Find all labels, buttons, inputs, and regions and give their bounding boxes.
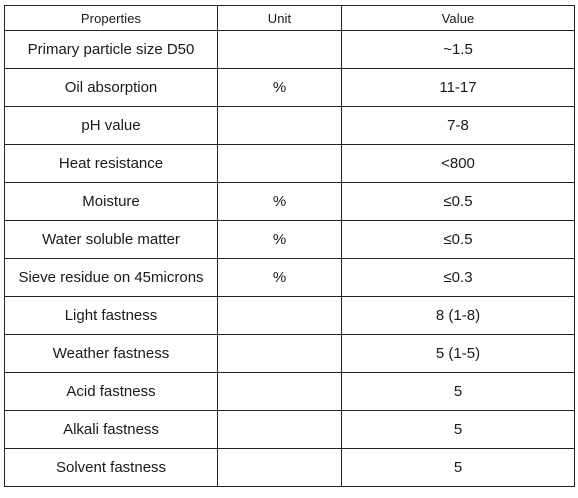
- value-cell: ≤0.5: [341, 220, 575, 259]
- table-row: Weather fastness 5 (1-5): [4, 334, 575, 373]
- unit-cell: %: [217, 220, 342, 259]
- unit-cell: [217, 106, 342, 145]
- unit-cell: [217, 410, 342, 449]
- property-cell: Weather fastness: [4, 334, 218, 373]
- value-cell: 5: [341, 448, 575, 487]
- value-cell: 7-8: [341, 106, 575, 145]
- unit-cell: [217, 30, 342, 69]
- header-value: Value: [341, 5, 575, 31]
- header-properties: Properties: [4, 5, 218, 31]
- property-cell: Acid fastness: [4, 372, 218, 411]
- value-cell: 11-17: [341, 68, 575, 107]
- value-cell: 5 (1-5): [341, 334, 575, 373]
- table-row: Heat resistance <800: [4, 144, 575, 183]
- table-header-row: Properties Unit Value: [4, 5, 575, 31]
- value-cell: 5: [341, 372, 575, 411]
- value-cell: ≤0.5: [341, 182, 575, 221]
- property-cell: Sieve residue on 45microns: [4, 258, 218, 297]
- table-row: Light fastness 8 (1-8): [4, 296, 575, 335]
- property-cell: Primary particle size D50: [4, 30, 218, 69]
- header-unit: Unit: [217, 5, 342, 31]
- unit-cell: [217, 334, 342, 373]
- properties-table: Properties Unit Value Primary particle s…: [4, 5, 575, 487]
- property-cell: Light fastness: [4, 296, 218, 335]
- property-cell: Solvent fastness: [4, 448, 218, 487]
- property-cell: Oil absorption: [4, 68, 218, 107]
- table-row: Oil absorption % 11-17: [4, 68, 575, 107]
- property-cell: pH value: [4, 106, 218, 145]
- table-row: Primary particle size D50 ~1.5: [4, 30, 575, 69]
- property-cell: Heat resistance: [4, 144, 218, 183]
- unit-cell: [217, 296, 342, 335]
- table-row: Acid fastness 5: [4, 372, 575, 411]
- value-cell: 5: [341, 410, 575, 449]
- table-row: Solvent fastness 5: [4, 448, 575, 487]
- value-cell: ~1.5: [341, 30, 575, 69]
- table-row: Alkali fastness 5: [4, 410, 575, 449]
- table-row: pH value 7-8: [4, 106, 575, 145]
- value-cell: <800: [341, 144, 575, 183]
- property-cell: Alkali fastness: [4, 410, 218, 449]
- unit-cell: %: [217, 68, 342, 107]
- table-row: Water soluble matter % ≤0.5: [4, 220, 575, 259]
- unit-cell: [217, 372, 342, 411]
- property-cell: Water soluble matter: [4, 220, 218, 259]
- property-cell: Moisture: [4, 182, 218, 221]
- unit-cell: %: [217, 258, 342, 297]
- unit-cell: %: [217, 182, 342, 221]
- table-row: Moisture % ≤0.5: [4, 182, 575, 221]
- table-row: Sieve residue on 45microns % ≤0.3: [4, 258, 575, 297]
- value-cell: ≤0.3: [341, 258, 575, 297]
- unit-cell: [217, 144, 342, 183]
- unit-cell: [217, 448, 342, 487]
- value-cell: 8 (1-8): [341, 296, 575, 335]
